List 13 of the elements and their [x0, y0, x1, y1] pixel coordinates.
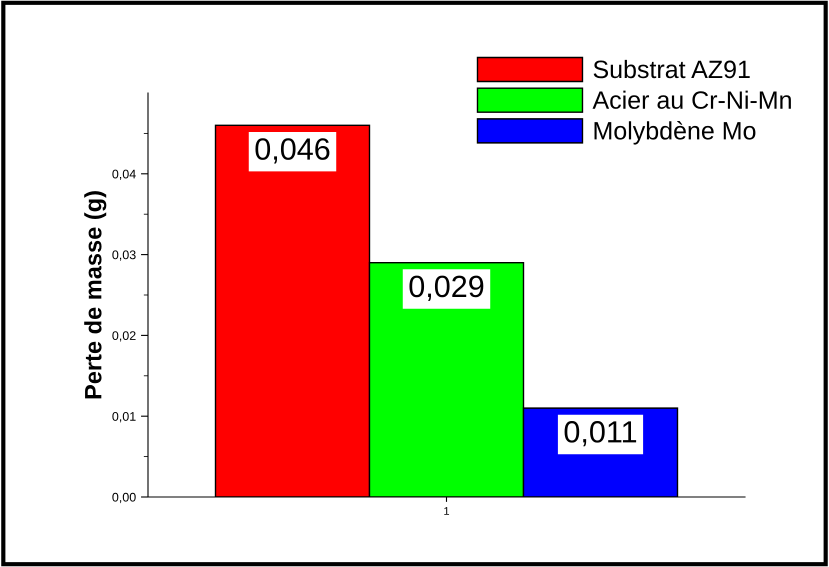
y-tick-label: 0,00	[112, 492, 136, 504]
y-tick-label: 0,03	[112, 250, 136, 261]
y-tick-label: 0,01	[112, 412, 136, 422]
legend-label: Substrat AZ91	[594, 60, 750, 78]
data-label: 0,046	[255, 138, 330, 164]
y-tick-label: 0,04	[112, 170, 136, 180]
data-label: 0,011	[564, 421, 636, 446]
y-axis-title: Perte de masse (g)	[84, 191, 106, 398]
legend-label: Molybdène Mo	[594, 120, 756, 145]
x-tick-label: 1	[444, 507, 450, 515]
legend-label: Acier au Cr-Ni-Mn	[592, 90, 791, 109]
data-label: 0,029	[409, 276, 484, 301]
y-tick-label: 0,02	[112, 331, 136, 342]
